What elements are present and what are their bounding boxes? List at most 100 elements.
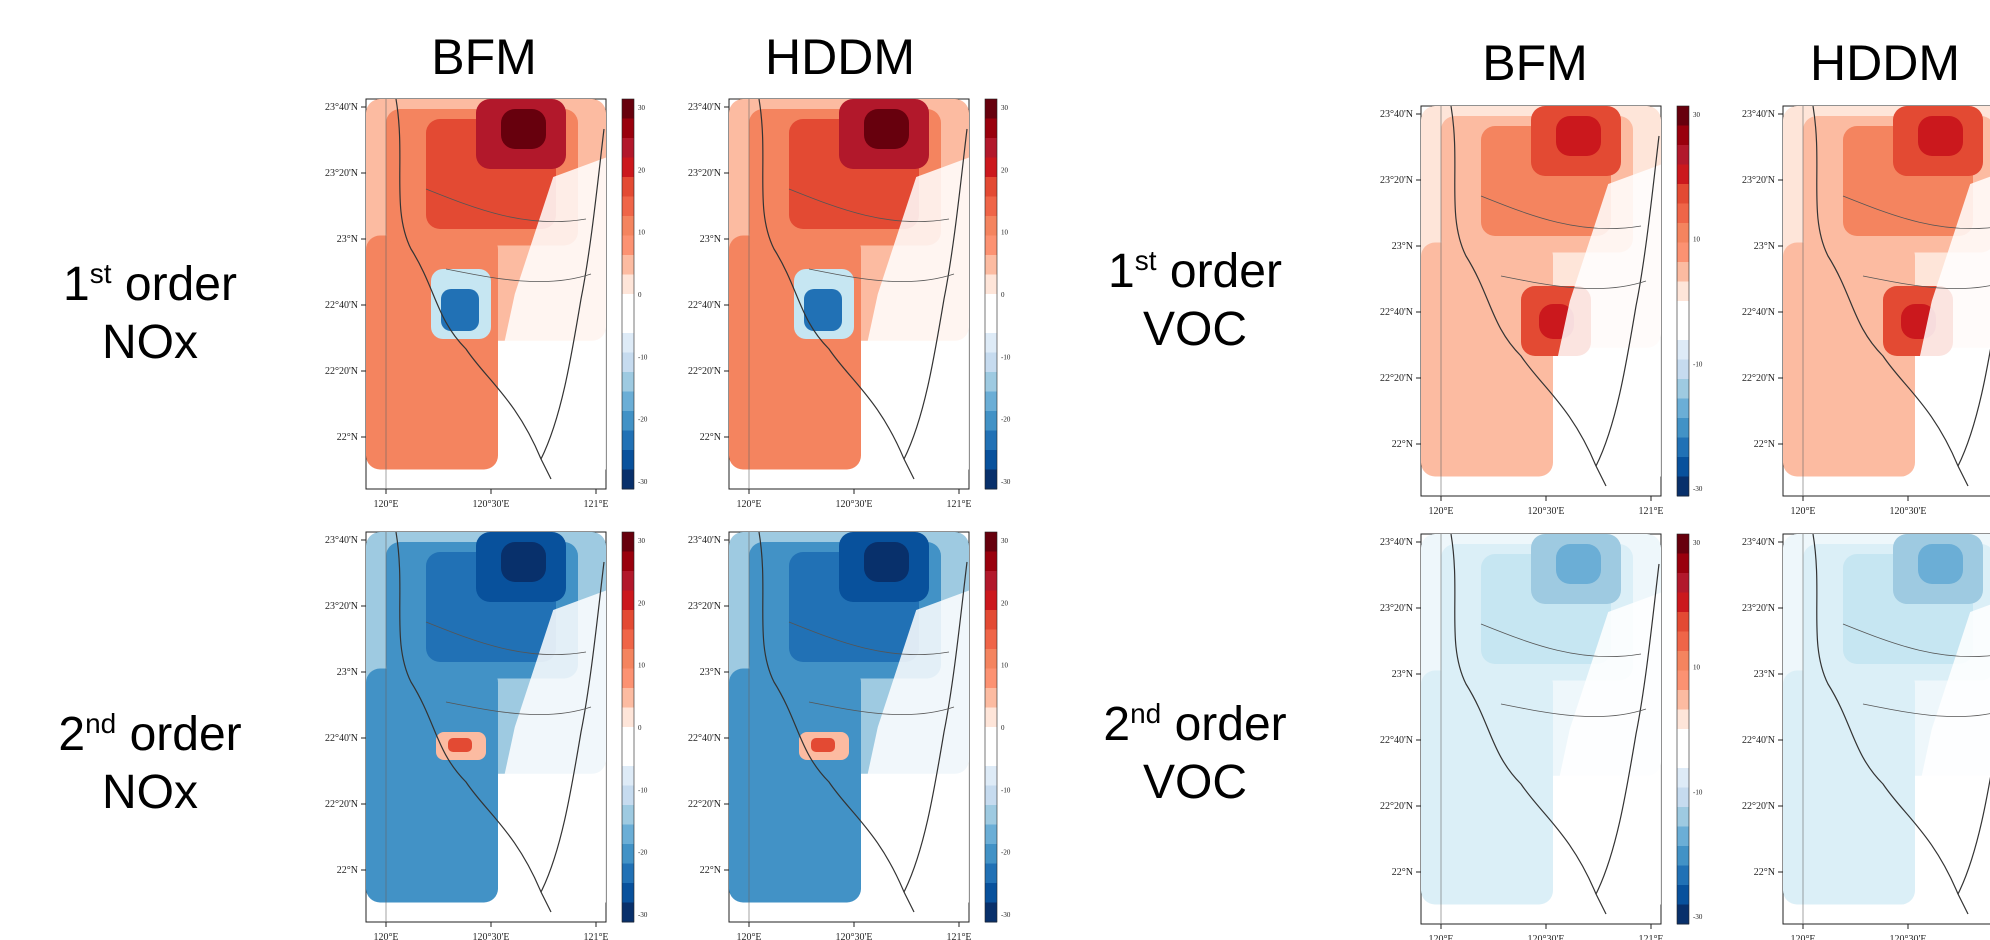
lon-tick-label: 120°E — [373, 932, 398, 940]
title-nox-bfm: BFM — [431, 29, 537, 85]
colorbar-swatch — [622, 274, 634, 295]
colorbar-swatch — [622, 469, 634, 490]
colorbar-swatch — [622, 746, 634, 767]
colorbar-swatch — [985, 99, 997, 119]
colorbar-swatch — [985, 688, 997, 708]
lat-tick-label: 22°20'N — [1380, 801, 1413, 812]
lat-tick-label: 22°20'N — [688, 366, 721, 377]
colorbar-swatch — [1677, 379, 1689, 399]
coastline — [1812, 105, 1969, 487]
colorbar-swatch — [985, 391, 997, 412]
lon-tick-label: 120°30'E — [836, 499, 873, 510]
lat-tick-label: 22°40'N — [325, 300, 358, 311]
lat-tick-label: 22°40'N — [325, 733, 358, 744]
colorbar-swatch — [985, 450, 997, 470]
field-patch — [729, 668, 861, 903]
colorbar-swatch — [1677, 476, 1689, 497]
coastline — [758, 531, 915, 913]
colorbar-swatch — [622, 532, 634, 552]
lon-tick-label: 120°30'E — [1890, 506, 1927, 517]
colorbar-tick-label: 10 — [1001, 662, 1009, 670]
lon-tick-label: 120°E — [1790, 506, 1815, 517]
colorbar-tick-label: 30 — [1693, 539, 1701, 547]
lat-tick-label: 22°20'N — [688, 799, 721, 810]
coastline — [758, 98, 915, 480]
colorbar-swatch — [622, 255, 634, 275]
colorbar-swatch — [985, 372, 997, 392]
lon-tick-label: 120°30'E — [836, 932, 873, 940]
field-patch — [1556, 116, 1601, 156]
colorbar-swatch — [622, 352, 634, 373]
lon-tick-label: 120°30'E — [1528, 506, 1565, 517]
colorbar-swatch — [1677, 457, 1689, 477]
colorbar-swatch — [622, 571, 634, 591]
colorbar-swatch — [622, 766, 634, 786]
colorbar-swatch — [985, 571, 997, 591]
colorbar-swatch — [622, 411, 634, 431]
colorbar-swatch — [985, 313, 997, 334]
colorbar-swatch — [985, 610, 997, 630]
colorbar-swatch — [1677, 826, 1689, 847]
colorbar-tick-label: 0 — [638, 291, 642, 299]
map-panel-nox2-bfm: 23°40'N 23°20'N 23°N 22°40'N 22°20'N 22°N 120°… — [300, 528, 648, 940]
colorbar-swatch — [1677, 125, 1689, 146]
colorbar-tick-label: 30 — [638, 537, 646, 545]
lat-tick-label: 23°N — [700, 667, 721, 678]
colorbar-swatch — [1677, 768, 1689, 788]
colorbar-swatch — [1677, 262, 1689, 282]
colorbar-swatch — [1677, 904, 1689, 925]
field-patch — [1918, 544, 1963, 584]
coastline — [1812, 533, 1969, 915]
colorbar-swatch — [622, 430, 634, 451]
colorbar-swatch — [1677, 145, 1689, 165]
colorbar-swatch — [622, 99, 634, 119]
colorbar-tick-label: -10 — [1001, 353, 1011, 361]
colorbar-tick-label: 30 — [638, 104, 646, 112]
colorbar-swatch — [1677, 106, 1689, 126]
colorbar-swatch — [985, 216, 997, 236]
title-voc-bfm: BFM — [1482, 35, 1588, 91]
colorbar-swatch — [985, 707, 997, 728]
row-label-2nd-voc: 2nd order VOC — [1103, 698, 1287, 809]
colorbar-tick-label: 0 — [1001, 724, 1005, 732]
colorbar-swatch — [1677, 885, 1689, 905]
lon-tick-label: 120°30'E — [473, 932, 510, 940]
colorbar-swatch — [985, 629, 997, 650]
lat-tick-label: 23°40'N — [325, 535, 358, 546]
lat-tick-label: 22°N — [700, 865, 721, 876]
lon-tick-label: 120°30'E — [1528, 934, 1565, 940]
colorbar-swatch — [622, 391, 634, 412]
lat-tick-label: 23°40'N — [1742, 537, 1775, 548]
colorbar-swatch — [985, 590, 997, 611]
colorbar-swatch — [985, 824, 997, 845]
colorbar-swatch — [622, 902, 634, 923]
colorbar-swatch — [1677, 340, 1689, 360]
colorbar-swatch — [622, 450, 634, 470]
colorbar-swatch — [985, 668, 997, 689]
colorbar-swatch — [1677, 846, 1689, 866]
colorbar-swatch — [985, 863, 997, 884]
colorbar-swatch — [622, 629, 634, 650]
colorbar-swatch — [622, 138, 634, 158]
lon-tick-label: 121°E — [946, 932, 971, 940]
lon-tick-label: 121°E — [583, 499, 608, 510]
colorbar-tick-label: 10 — [1693, 236, 1701, 244]
colorbar-swatch — [985, 532, 997, 552]
colorbar-swatch — [622, 551, 634, 572]
colorbar-tick-label: 20 — [1001, 166, 1009, 174]
colorbar-tick-label: -20 — [1001, 416, 1011, 424]
colorbar-swatch — [622, 235, 634, 256]
colorbar-swatch — [622, 844, 634, 864]
colorbar-swatch — [1677, 281, 1689, 302]
field-patch — [366, 668, 498, 903]
colorbar-tick-label: -10 — [638, 353, 648, 361]
colorbar-swatch — [1677, 748, 1689, 769]
lat-tick-label: 23°N — [1754, 669, 1775, 680]
colorbar-swatch — [622, 863, 634, 884]
colorbar-tick-label: -30 — [1001, 911, 1011, 919]
colorbar-tick-label: 20 — [1001, 599, 1009, 607]
colorbar-swatch — [622, 610, 634, 630]
colorbar-swatch — [985, 196, 997, 217]
colorbar-swatch — [985, 138, 997, 158]
colorbar-swatch — [622, 824, 634, 845]
